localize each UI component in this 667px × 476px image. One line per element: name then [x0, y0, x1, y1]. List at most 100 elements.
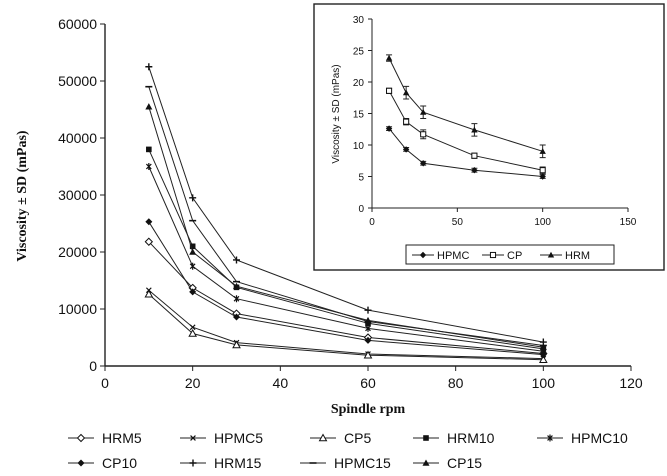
data-point [233, 256, 240, 264]
inset-x-tick-label: 0 [369, 217, 375, 228]
data-point [233, 282, 240, 289]
legend-marker [76, 433, 86, 443]
data-point [364, 316, 372, 324]
data-point [189, 243, 196, 250]
inset-y-ticks: 0 5 10 15 20 25 30 [353, 15, 372, 215]
inset-legend-label: HPMC [437, 250, 469, 262]
legend-item-hpmc10: HPMC10 [537, 430, 628, 446]
inset-data-point [539, 148, 546, 154]
inset-legend-marker [419, 251, 427, 259]
legend-item-hrm5: HRM5 [68, 430, 142, 446]
data-point [539, 351, 547, 359]
data-point [363, 350, 373, 359]
legend-marker [190, 435, 196, 441]
inset-data-point [471, 152, 478, 159]
inset-data-point [471, 167, 478, 174]
inset-data-point [539, 173, 546, 180]
data-point [364, 306, 372, 314]
inset-data-point [402, 89, 410, 96]
inset-data-point [403, 118, 410, 125]
inset-frame [313, 3, 665, 271]
inset-data-point [402, 146, 410, 153]
inset-legend-item-hrm: HRM [540, 250, 590, 262]
inset-y-tick-label: 30 [353, 15, 365, 26]
main-x-tick-label: 20 [185, 375, 201, 391]
main-x-axis-title: Spindle rpm [331, 402, 406, 417]
data-point [233, 313, 240, 321]
series-hrm15 [145, 63, 547, 346]
inset-legend-box [405, 244, 615, 265]
legend-marker [77, 459, 85, 467]
inset-y-tick-label: 10 [353, 141, 365, 152]
data-point [145, 103, 153, 110]
data-point [232, 340, 241, 349]
inset-legend-item-cp: CP [482, 250, 522, 262]
data-point [539, 343, 547, 350]
legend-item-hpmc15: HPMC15 [300, 455, 391, 471]
inset-data-point [420, 109, 427, 115]
legend-marker [422, 459, 430, 466]
inset-series-group [385, 54, 546, 180]
data-point [364, 336, 372, 344]
inset-data-point [385, 125, 393, 132]
legend-marker [318, 433, 328, 442]
inset-y-tick-label: 20 [353, 78, 365, 89]
legend-item-hrm10: HRM10 [413, 430, 495, 446]
data-point [189, 248, 197, 255]
main-y-tick-label: 0 [89, 358, 97, 374]
inset-series-cp [386, 87, 546, 174]
main-x-ticks: 0 20 40 60 80 100 120 [101, 366, 643, 391]
legend-marker [547, 434, 553, 442]
inset-data-point [420, 131, 427, 138]
data-point [365, 324, 371, 332]
main-y-tick-label: 60000 [58, 16, 97, 32]
main-y-tick-label: 20000 [58, 244, 97, 260]
inset-x-tick-label: 50 [452, 217, 464, 228]
inset-legend: HPMC CP HRM [412, 250, 590, 262]
inset-legend-marker [547, 251, 555, 258]
main-y-tick-label: 10000 [58, 301, 97, 317]
inset-data-point [539, 167, 546, 174]
inset-legend-marker [489, 251, 497, 259]
data-point [146, 146, 152, 153]
main-series-group [144, 63, 548, 364]
data-point [145, 218, 153, 226]
legend-item-cp5: CP5 [310, 430, 371, 446]
inset-data-point [385, 54, 393, 61]
data-point [144, 289, 154, 298]
inset-y-tick-label: 0 [358, 204, 364, 215]
inset-data-point [420, 160, 427, 167]
series-cp10 [145, 218, 547, 359]
main-y-axis-title: Viscosity ± SD (mPas) [15, 130, 30, 262]
main-x-tick-label: 0 [101, 375, 109, 391]
inset-data-point [386, 87, 393, 94]
legend-label: CP5 [344, 430, 371, 446]
series-cp15 [145, 103, 547, 350]
data-point [144, 237, 154, 246]
main-y-tick-label: 30000 [58, 187, 97, 203]
inset-x-tick-label: 150 [620, 217, 637, 228]
legend-item-hrm15: HRM15 [180, 455, 262, 471]
main-y-tick-label: 50000 [58, 73, 97, 89]
data-point [538, 355, 548, 364]
legend-label: HRM10 [447, 430, 495, 446]
inset-data-point [471, 126, 478, 133]
legend-label: HRM15 [214, 455, 262, 471]
main-x-tick-label: 120 [619, 375, 643, 391]
series-cp5 [144, 289, 548, 364]
main-y-tick-label: 40000 [58, 130, 97, 146]
data-point [189, 194, 197, 202]
inset-y-tick-label: 5 [358, 173, 364, 184]
legend-label: HPMC5 [214, 430, 263, 446]
legend-marker [423, 435, 429, 441]
legend-label: HRM5 [102, 430, 142, 446]
inset-x-ticks: 0 50 100 150 [369, 208, 637, 228]
inset-y-tick-label: 15 [353, 110, 365, 121]
inset-legend-item-hpmc: HPMC [412, 250, 469, 262]
data-point [188, 328, 198, 337]
data-point [189, 262, 196, 270]
inset-y-axis-title: Viscosity ± SD (mPas) [331, 64, 342, 163]
legend-label: CP15 [447, 455, 482, 471]
inset-x-tick-label: 100 [534, 217, 551, 228]
